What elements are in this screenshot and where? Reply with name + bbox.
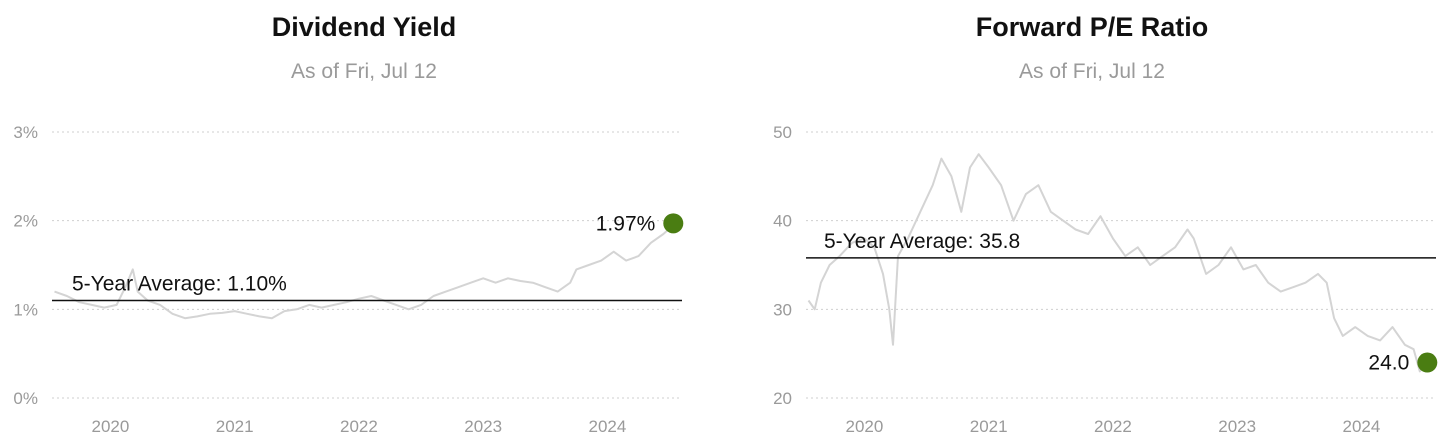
x-tick-label: 2022 [1094,417,1132,436]
y-tick-label: 30 [773,300,792,319]
x-tick-label: 2022 [340,417,378,436]
dividend-yield-chart: 0% 1% 2% 3% 2020 2021 2022 2023 2024 5-Year Avera… [13,123,684,436]
x-tick-label: 2020 [91,417,129,436]
y-tick-label: 3% [13,123,38,142]
y-tick-label: 1% [13,300,38,319]
chart-title: Dividend Yield [271,12,457,42]
chart-title: Forward P/E Ratio [975,12,1209,42]
average-label: 5-Year Average: 1.10% [72,272,287,295]
chart-subtitle: As of Fri, Jul 12 [1019,60,1165,83]
x-tick-label: 2021 [970,417,1008,436]
x-tick-label: 2020 [845,417,883,436]
forward-pe-panel: Forward P/E Ratio As of Fri, Jul 12 20 30… [728,0,1456,442]
dividend-yield-panel: Dividend Yield As of Fri, Jul 12 0% 1% 2% 3… [13,12,684,436]
series-line [54,224,674,320]
x-tick-label: 2023 [464,417,502,436]
x-tick-label: 2023 [1218,417,1256,436]
x-tick-label: 2024 [1343,417,1381,436]
series-line [807,153,1429,373]
forward-pe-chart: 20 30 40 50 2020 2021 2022 2023 2024 5-Year Avera… [773,123,1438,436]
latest-value-marker [663,213,684,234]
x-tick-label: 2021 [216,417,254,436]
average-label: 5-Year Average: 35.8 [824,230,1020,253]
latest-value-label: 24.0 [1368,352,1409,375]
y-tick-label: 0% [13,389,38,408]
latest-value-marker [1417,352,1438,373]
x-tick-label: 2024 [589,417,627,436]
y-tick-label: 50 [773,123,792,142]
y-tick-label: 2% [13,212,38,231]
y-tick-label: 20 [773,389,792,408]
latest-value-label: 1.97% [596,212,656,235]
chart-subtitle: As of Fri, Jul 12 [291,60,437,83]
y-tick-label: 40 [773,212,792,231]
